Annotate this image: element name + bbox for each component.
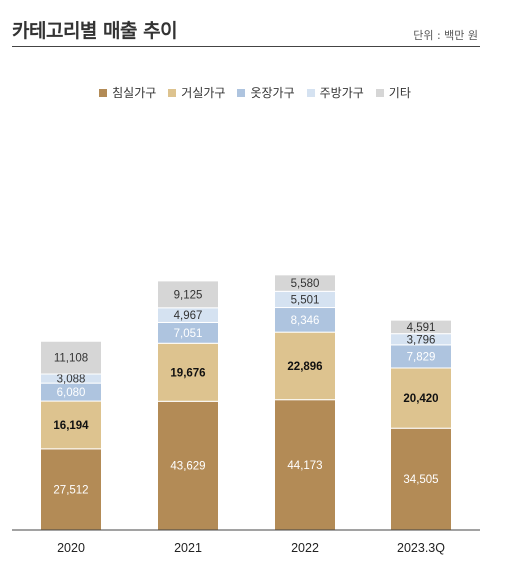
bar-segment xyxy=(274,331,336,401)
legend-item: 침실가구 xyxy=(99,84,156,101)
x-tick-label: 2021 xyxy=(174,541,202,555)
bar-segment xyxy=(40,340,102,375)
legend-swatch xyxy=(99,88,108,97)
bar-segment xyxy=(157,280,219,309)
legend-item: 옷장가구 xyxy=(237,84,295,101)
data-label: 27,512 xyxy=(53,484,88,496)
x-tick-label: 2020 xyxy=(57,541,85,555)
data-label: 7,829 xyxy=(407,351,436,363)
bar-segment xyxy=(274,307,336,333)
data-label: 4,591 xyxy=(407,322,436,334)
data-label: 6,080 xyxy=(57,387,86,399)
data-label: 44,173 xyxy=(287,460,322,472)
legend: 침실가구 거실가구 옷장가구 주방가구 기타 xyxy=(0,84,510,101)
legend-swatch xyxy=(375,88,384,97)
x-tick-label: 2022 xyxy=(291,541,319,555)
legend-swatch xyxy=(237,88,246,97)
data-label: 7,051 xyxy=(174,328,203,340)
x-tick-label: 2023.3Q xyxy=(397,541,445,555)
legend-label: 기타 xyxy=(388,86,411,100)
bar-segment xyxy=(274,274,336,292)
data-label: 43,629 xyxy=(170,461,205,473)
data-label: 22,896 xyxy=(287,361,322,373)
bar-segment xyxy=(390,367,452,429)
data-label: 3,088 xyxy=(57,374,86,386)
legend-label: 주방가구 xyxy=(319,86,364,100)
bar-segment xyxy=(390,319,452,335)
data-label: 9,125 xyxy=(174,289,203,301)
chart-header: 카테고리별 매출 추이 단위 : 백만 원 xyxy=(12,0,480,47)
data-label: 34,505 xyxy=(403,474,438,486)
data-label: 16,194 xyxy=(53,420,89,432)
legend-label: 침실가구 xyxy=(112,86,157,100)
data-label: 5,580 xyxy=(291,278,320,290)
legend-item: 거실가구 xyxy=(168,84,225,101)
legend-label: 옷장가구 xyxy=(250,86,295,100)
data-label: 5,501 xyxy=(291,294,320,306)
legend-swatch xyxy=(168,88,177,97)
chart-title: 카테고리별 매출 추이 xyxy=(12,20,178,42)
bar-segment xyxy=(157,400,219,531)
data-label: 19,676 xyxy=(170,367,205,379)
bar-segment xyxy=(390,427,452,531)
data-label: 20,420 xyxy=(403,393,438,405)
unit-label: 단위 : 백만 원 xyxy=(413,29,478,42)
legend-label: 거실가구 xyxy=(181,86,226,100)
legend-item: 주방가구 xyxy=(306,84,364,101)
bar-segment xyxy=(157,342,219,402)
data-label: 8,346 xyxy=(291,315,320,327)
data-label: 4,967 xyxy=(174,310,203,322)
legend-item: 기타 xyxy=(375,84,411,101)
data-label: 11,108 xyxy=(54,353,88,365)
data-label: 3,796 xyxy=(407,334,436,346)
bar-segment xyxy=(274,399,336,531)
legend-swatch xyxy=(306,88,315,97)
